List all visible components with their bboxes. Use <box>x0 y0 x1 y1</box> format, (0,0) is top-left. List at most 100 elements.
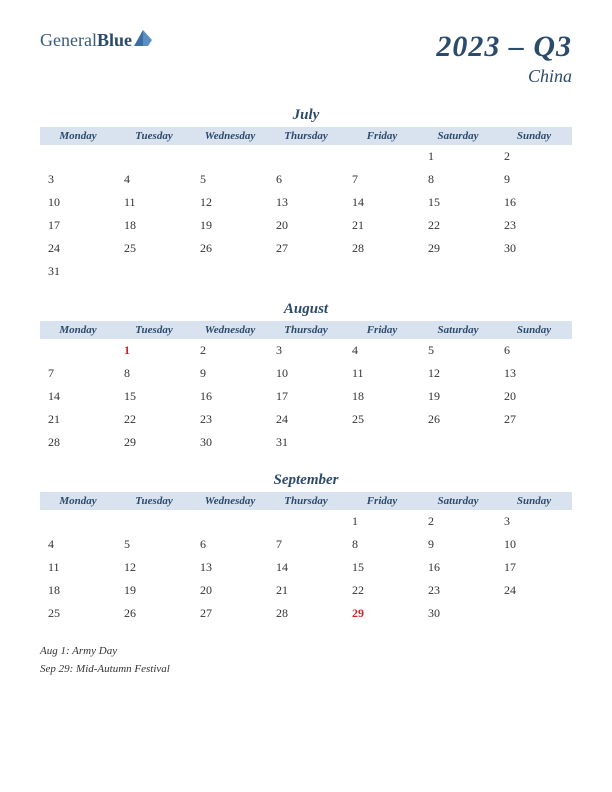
calendar-cell: 12 <box>192 191 268 214</box>
calendar-cell <box>192 510 268 533</box>
calendar-cell: 9 <box>496 168 572 191</box>
calendar-cell <box>344 145 420 168</box>
calendar-cell: 1 <box>344 510 420 533</box>
calendar-cell: 5 <box>420 339 496 362</box>
calendar-cell: 15 <box>420 191 496 214</box>
calendar-cell: 26 <box>420 408 496 431</box>
calendar-cell: 6 <box>268 168 344 191</box>
day-header: Friday <box>344 492 420 510</box>
calendar-row: 21222324252627 <box>40 408 572 431</box>
logo: GeneralBlue <box>40 30 152 51</box>
calendar-cell: 4 <box>116 168 192 191</box>
header: GeneralBlue 2023 – Q3 China <box>40 30 572 87</box>
day-header: Friday <box>344 321 420 339</box>
calendar-cell: 8 <box>344 533 420 556</box>
calendar-cell: 3 <box>496 510 572 533</box>
calendar-cell: 15 <box>344 556 420 579</box>
calendar-cell: 22 <box>344 579 420 602</box>
day-header: Saturday <box>420 321 496 339</box>
logo-text-blue: Blue <box>97 30 132 51</box>
calendar-cell <box>268 260 344 283</box>
calendar-row: 28293031 <box>40 431 572 454</box>
month-block: August MondayTuesdayWednesdayThursdayFrid… <box>40 301 572 454</box>
calendar-cell: 2 <box>420 510 496 533</box>
calendar-cell: 17 <box>40 214 116 237</box>
calendar-cell: 23 <box>420 579 496 602</box>
calendar-cell: 26 <box>192 237 268 260</box>
calendar-cell: 29 <box>420 237 496 260</box>
logo-text-general: General <box>40 30 97 51</box>
calendar-cell: 13 <box>192 556 268 579</box>
calendar-cell: 17 <box>268 385 344 408</box>
month-name: August <box>40 301 572 318</box>
calendar-row: 31 <box>40 260 572 283</box>
calendar-row: 12 <box>40 145 572 168</box>
calendar-cell: 28 <box>268 602 344 625</box>
day-header: Monday <box>40 492 116 510</box>
day-header: Tuesday <box>116 492 192 510</box>
month-block: JulyMondayTuesdayWednesdayThursdayFriday… <box>40 107 572 283</box>
calendar-cell: 15 <box>116 385 192 408</box>
calendar-row: 45678910 <box>40 533 572 556</box>
day-header: Friday <box>344 127 420 145</box>
title-block: 2023 – Q3 China <box>436 30 572 87</box>
calendar-cell: 31 <box>40 260 116 283</box>
calendar-cell: 1 <box>420 145 496 168</box>
day-header: Wednesday <box>192 492 268 510</box>
holiday-notes: Aug 1: Army DaySep 29: Mid-Autumn Festiv… <box>40 643 572 677</box>
logo-icon <box>134 30 152 51</box>
calendar-table: MondayTuesdayWednesdayThursdayFridaySatu… <box>40 321 572 454</box>
calendar-cell: 21 <box>268 579 344 602</box>
calendar-cell: 10 <box>496 533 572 556</box>
holiday-note: Aug 1: Army Day <box>40 643 572 660</box>
calendar-cell: 4 <box>40 533 116 556</box>
calendar-row: 24252627282930 <box>40 237 572 260</box>
calendar-row: 78910111213 <box>40 362 572 385</box>
calendar-cell: 16 <box>420 556 496 579</box>
calendar-cell: 6 <box>192 533 268 556</box>
calendar-cell: 18 <box>40 579 116 602</box>
calendar-cell: 14 <box>344 191 420 214</box>
calendar-cell <box>420 431 496 454</box>
holiday-note: Sep 29: Mid-Autumn Festival <box>40 661 572 678</box>
calendar-cell <box>344 260 420 283</box>
day-header: Monday <box>40 127 116 145</box>
calendar-cell: 7 <box>344 168 420 191</box>
calendar-cell: 20 <box>496 385 572 408</box>
calendar-cell: 29 <box>116 431 192 454</box>
calendar-cell: 28 <box>344 237 420 260</box>
day-header: Sunday <box>496 492 572 510</box>
day-header: Sunday <box>496 127 572 145</box>
day-header: Thursday <box>268 127 344 145</box>
calendar-cell: 3 <box>268 339 344 362</box>
calendar-row: 10111213141516 <box>40 191 572 214</box>
calendar-cell: 14 <box>40 385 116 408</box>
calendar-cell: 25 <box>344 408 420 431</box>
calendar-cell: 22 <box>420 214 496 237</box>
calendar-cell: 20 <box>268 214 344 237</box>
calendar-table: MondayTuesdayWednesdayThursdayFridaySatu… <box>40 492 572 625</box>
month-name: September <box>40 472 572 489</box>
title-main: 2023 – Q3 <box>436 30 572 64</box>
calendar-row: 11121314151617 <box>40 556 572 579</box>
day-header: Thursday <box>268 492 344 510</box>
calendar-cell: 21 <box>40 408 116 431</box>
calendar-cell: 24 <box>40 237 116 260</box>
calendar-cell: 29 <box>344 602 420 625</box>
calendar-cell: 5 <box>192 168 268 191</box>
calendar-cell: 19 <box>420 385 496 408</box>
calendar-cell: 25 <box>116 237 192 260</box>
calendar-cell: 10 <box>40 191 116 214</box>
calendar-cell: 7 <box>40 362 116 385</box>
day-header: Sunday <box>496 321 572 339</box>
calendar-cell: 8 <box>420 168 496 191</box>
calendar-cell: 1 <box>116 339 192 362</box>
calendar-cell: 7 <box>268 533 344 556</box>
calendar-cell <box>420 260 496 283</box>
calendar-cell: 13 <box>268 191 344 214</box>
calendar-cell: 23 <box>496 214 572 237</box>
day-header: Thursday <box>268 321 344 339</box>
calendar-cell <box>344 431 420 454</box>
day-header: Wednesday <box>192 321 268 339</box>
calendar-cell: 19 <box>116 579 192 602</box>
